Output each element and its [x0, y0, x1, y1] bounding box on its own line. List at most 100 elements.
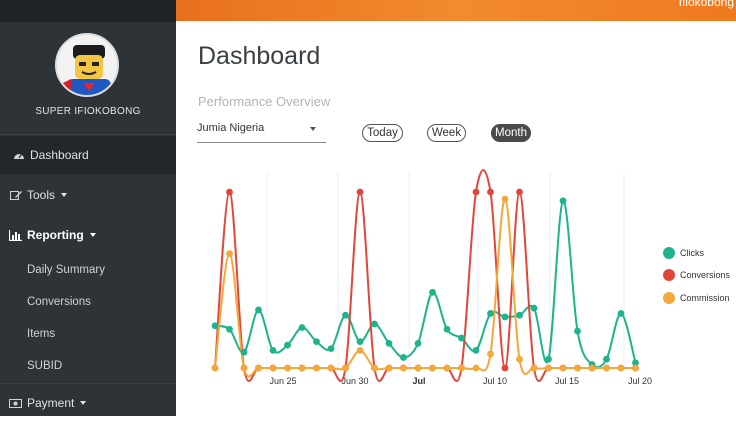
- data-point-clicks[interactable]: [313, 338, 320, 345]
- data-point-commission[interactable]: [603, 364, 610, 372]
- range-month-button[interactable]: Month: [491, 124, 531, 142]
- sidebar-item-payment[interactable]: Payment: [0, 384, 176, 422]
- data-point-clicks[interactable]: [545, 355, 552, 363]
- data-point-clicks[interactable]: [487, 310, 494, 317]
- data-point-conversions[interactable]: [588, 364, 596, 372]
- data-point-conversions[interactable]: [414, 364, 422, 372]
- topbar-user-name[interactable]: Ifiokobong: [678, 0, 734, 9]
- data-point-commission[interactable]: [240, 364, 248, 372]
- data-point-conversions[interactable]: [342, 364, 349, 372]
- data-point-conversions[interactable]: [269, 364, 277, 372]
- range-week-button[interactable]: Week: [427, 124, 466, 142]
- data-point-clicks[interactable]: [226, 325, 233, 333]
- data-point-commission[interactable]: [516, 355, 523, 363]
- data-point-commission[interactable]: [400, 364, 407, 372]
- data-point-clicks[interactable]: [472, 347, 480, 354]
- data-point-clicks[interactable]: [356, 338, 364, 345]
- data-point-commission[interactable]: [617, 364, 625, 372]
- data-point-conversions[interactable]: [617, 364, 625, 372]
- data-point-commission[interactable]: [472, 364, 480, 372]
- data-point-conversions[interactable]: [284, 364, 291, 372]
- data-point-commission[interactable]: [371, 364, 378, 372]
- data-point-conversions[interactable]: [255, 364, 262, 372]
- data-point-clicks[interactable]: [255, 306, 262, 314]
- sidebar-subitem-daily-summary[interactable]: Daily Summary: [27, 264, 105, 276]
- legend-item-conversions[interactable]: Conversions: [663, 269, 730, 281]
- data-point-commission[interactable]: [211, 364, 219, 372]
- data-point-conversions[interactable]: [443, 364, 451, 372]
- data-point-conversions[interactable]: [211, 364, 219, 372]
- data-point-commission[interactable]: [501, 195, 509, 203]
- data-point-commission[interactable]: [327, 364, 335, 372]
- data-point-commission[interactable]: [342, 364, 349, 372]
- data-point-clicks[interactable]: [342, 311, 349, 319]
- sidebar-item-reporting[interactable]: Reporting: [0, 216, 176, 254]
- data-point-clicks[interactable]: [211, 322, 219, 330]
- sidebar-subitem-subid[interactable]: SUBID: [27, 360, 63, 372]
- data-point-conversions[interactable]: [226, 188, 233, 196]
- sidebar-item-dashboard[interactable]: Dashboard: [0, 136, 176, 174]
- data-point-conversions[interactable]: [327, 364, 335, 372]
- data-point-clicks[interactable]: [385, 339, 393, 347]
- data-point-clicks[interactable]: [588, 361, 596, 368]
- data-point-commission[interactable]: [443, 364, 451, 372]
- data-point-clicks[interactable]: [327, 345, 335, 353]
- data-point-clicks[interactable]: [371, 320, 378, 328]
- data-point-clicks[interactable]: [617, 310, 625, 317]
- data-point-clicks[interactable]: [559, 197, 567, 205]
- data-point-conversions[interactable]: [487, 188, 494, 196]
- data-point-commission[interactable]: [429, 364, 436, 372]
- data-point-commission[interactable]: [487, 350, 494, 358]
- data-point-clicks[interactable]: [429, 288, 436, 296]
- data-point-conversions[interactable]: [400, 364, 407, 372]
- sidebar-item-tools[interactable]: Tools: [0, 176, 176, 214]
- data-point-conversions[interactable]: [356, 188, 364, 196]
- legend-item-clicks[interactable]: Clicks: [663, 247, 704, 259]
- data-point-clicks[interactable]: [269, 347, 277, 354]
- data-point-conversions[interactable]: [371, 364, 378, 372]
- data-point-conversions[interactable]: [574, 364, 581, 372]
- data-point-conversions[interactable]: [632, 364, 639, 372]
- data-point-clicks[interactable]: [443, 325, 451, 333]
- sidebar-subitem-conversions[interactable]: Conversions: [27, 296, 91, 308]
- data-point-commission[interactable]: [545, 364, 552, 372]
- data-point-commission[interactable]: [530, 364, 538, 372]
- data-point-conversions[interactable]: [458, 364, 465, 372]
- range-today-button[interactable]: Today: [362, 124, 403, 142]
- data-point-clicks[interactable]: [530, 304, 538, 312]
- data-point-conversions[interactable]: [429, 364, 436, 372]
- data-point-clicks[interactable]: [298, 324, 306, 331]
- data-point-commission[interactable]: [574, 364, 581, 372]
- data-point-clicks[interactable]: [284, 341, 291, 349]
- data-point-commission[interactable]: [458, 364, 465, 372]
- legend-item-commission[interactable]: Commission: [663, 292, 730, 304]
- data-point-clicks[interactable]: [516, 311, 523, 319]
- data-point-clicks[interactable]: [632, 359, 639, 367]
- data-point-clicks[interactable]: [458, 334, 465, 342]
- data-point-commission[interactable]: [284, 364, 291, 372]
- data-point-clicks[interactable]: [574, 327, 581, 335]
- data-point-conversions[interactable]: [530, 364, 538, 372]
- sidebar-subitem-items[interactable]: Items: [27, 328, 56, 340]
- data-point-commission[interactable]: [255, 364, 262, 372]
- data-point-commission[interactable]: [588, 364, 596, 372]
- data-point-commission[interactable]: [414, 364, 422, 372]
- data-point-commission[interactable]: [269, 364, 277, 372]
- data-point-commission[interactable]: [632, 364, 639, 372]
- data-point-conversions[interactable]: [603, 364, 610, 372]
- data-point-conversions[interactable]: [545, 364, 552, 372]
- data-point-conversions[interactable]: [472, 188, 480, 196]
- data-point-commission[interactable]: [385, 364, 393, 372]
- data-point-conversions[interactable]: [385, 364, 393, 372]
- data-point-commission[interactable]: [559, 364, 567, 372]
- data-point-conversions[interactable]: [501, 364, 509, 372]
- data-point-commission[interactable]: [313, 364, 320, 372]
- avatar[interactable]: [55, 33, 119, 97]
- data-point-commission[interactable]: [298, 364, 306, 372]
- data-point-clicks[interactable]: [501, 313, 509, 321]
- data-point-clicks[interactable]: [414, 339, 422, 347]
- data-point-conversions[interactable]: [298, 364, 306, 372]
- data-point-conversions[interactable]: [313, 364, 320, 372]
- store-select[interactable]: Jumia Nigeria: [197, 116, 326, 143]
- data-point-commission[interactable]: [226, 250, 233, 257]
